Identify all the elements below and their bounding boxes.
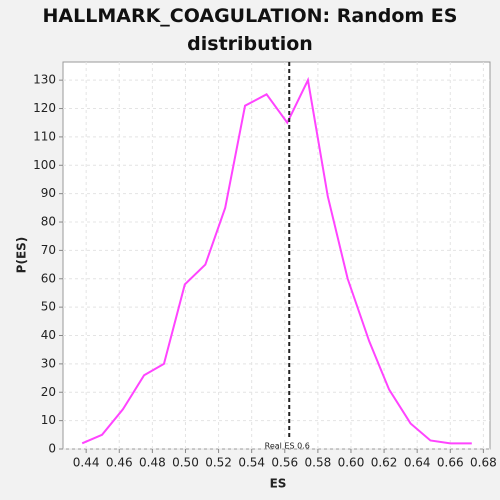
x-tick-label: 0.58 [305, 456, 332, 470]
x-axis-label: ES [270, 477, 287, 491]
y-tick-label: 50 [41, 300, 56, 314]
y-tick-label: 90 [41, 186, 56, 200]
y-tick-label: 130 [33, 73, 56, 87]
y-tick-label: 70 [41, 243, 56, 257]
y-tick-label: 100 [33, 158, 56, 172]
x-tick-label: 0.52 [205, 456, 232, 470]
data-line [81, 76, 472, 445]
y-tick-label: 40 [41, 328, 56, 342]
y-axis-label: P(ES) [15, 237, 29, 274]
x-tick-label: 0.62 [371, 456, 398, 470]
x-tick-label: 0.44 [73, 456, 100, 470]
y-tick-label: 80 [41, 215, 56, 229]
x-tick-label: 0.66 [437, 456, 464, 470]
x-tick-label: 0.48 [139, 456, 166, 470]
x-tick-label: 0.56 [271, 456, 298, 470]
y-tick-label: 120 [33, 101, 56, 115]
plot-area [62, 61, 491, 450]
y-tick-label: 20 [41, 385, 56, 399]
x-tick-label: 0.54 [238, 456, 265, 470]
x-tick-label: 0.68 [470, 456, 497, 470]
x-tick-label: 0.64 [404, 456, 431, 470]
y-tick-label: 60 [41, 271, 56, 285]
x-tick-label: 0.46 [106, 456, 133, 470]
chart-title: HALLMARK_COAGULATION: Random ES distribu… [42, 5, 458, 55]
y-tick-label: 30 [41, 356, 56, 370]
y-tick-label: 10 [41, 413, 56, 427]
y-tick-label: 110 [33, 129, 56, 143]
y-tick-label: 0 [48, 442, 56, 456]
x-tick-label: 0.60 [338, 456, 365, 470]
x-tick-label: 0.50 [172, 456, 199, 470]
annotation: Real ES 0.6 [265, 442, 310, 451]
